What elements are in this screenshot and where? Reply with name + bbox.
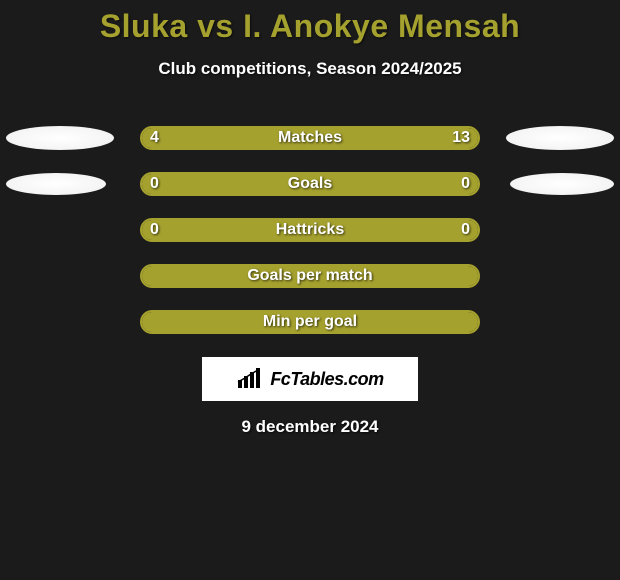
date-text: 9 december 2024 (0, 417, 620, 437)
stat-row: Goals per match (0, 253, 620, 299)
subtitle: Club competitions, Season 2024/2025 (0, 59, 620, 79)
stat-fill-right (310, 220, 478, 240)
bars-icon (236, 368, 264, 390)
stat-fill-right (221, 128, 478, 148)
stat-bar: 00Hattricks (140, 218, 480, 242)
page-title: Sluka vs I. Anokye Mensah (0, 8, 620, 45)
stat-bar: Min per goal (140, 310, 480, 334)
stat-bar: 00Goals (140, 172, 480, 196)
stat-row: 00Hattricks (0, 207, 620, 253)
stats-rows: 413Matches00Goals00HattricksGoals per ma… (0, 115, 620, 345)
player-ellipse-left (6, 126, 114, 150)
player-ellipse-left (6, 173, 106, 195)
comparison-card: Sluka vs I. Anokye Mensah Club competiti… (0, 8, 620, 437)
stat-fill-left (142, 312, 310, 332)
stat-row: 413Matches (0, 115, 620, 161)
stat-fill-left (142, 266, 310, 286)
brand-label: FcTables.com (270, 369, 383, 390)
stat-fill-right (310, 174, 478, 194)
stat-value-right: 13 (452, 129, 470, 147)
stat-value-right: 0 (461, 221, 470, 239)
stat-value-left: 4 (150, 129, 159, 147)
stat-value-right: 0 (461, 175, 470, 193)
stat-fill-right (310, 266, 478, 286)
stat-row: Min per goal (0, 299, 620, 345)
stat-bar: Goals per match (140, 264, 480, 288)
stat-fill-left (142, 174, 310, 194)
stat-fill-right (310, 312, 478, 332)
player-ellipse-right (510, 173, 614, 195)
player-ellipse-right (506, 126, 614, 150)
stat-bar: 413Matches (140, 126, 480, 150)
stat-row: 00Goals (0, 161, 620, 207)
brand-card: FcTables.com (202, 357, 418, 401)
stat-value-left: 0 (150, 175, 159, 193)
stat-fill-left (142, 220, 310, 240)
stat-value-left: 0 (150, 221, 159, 239)
